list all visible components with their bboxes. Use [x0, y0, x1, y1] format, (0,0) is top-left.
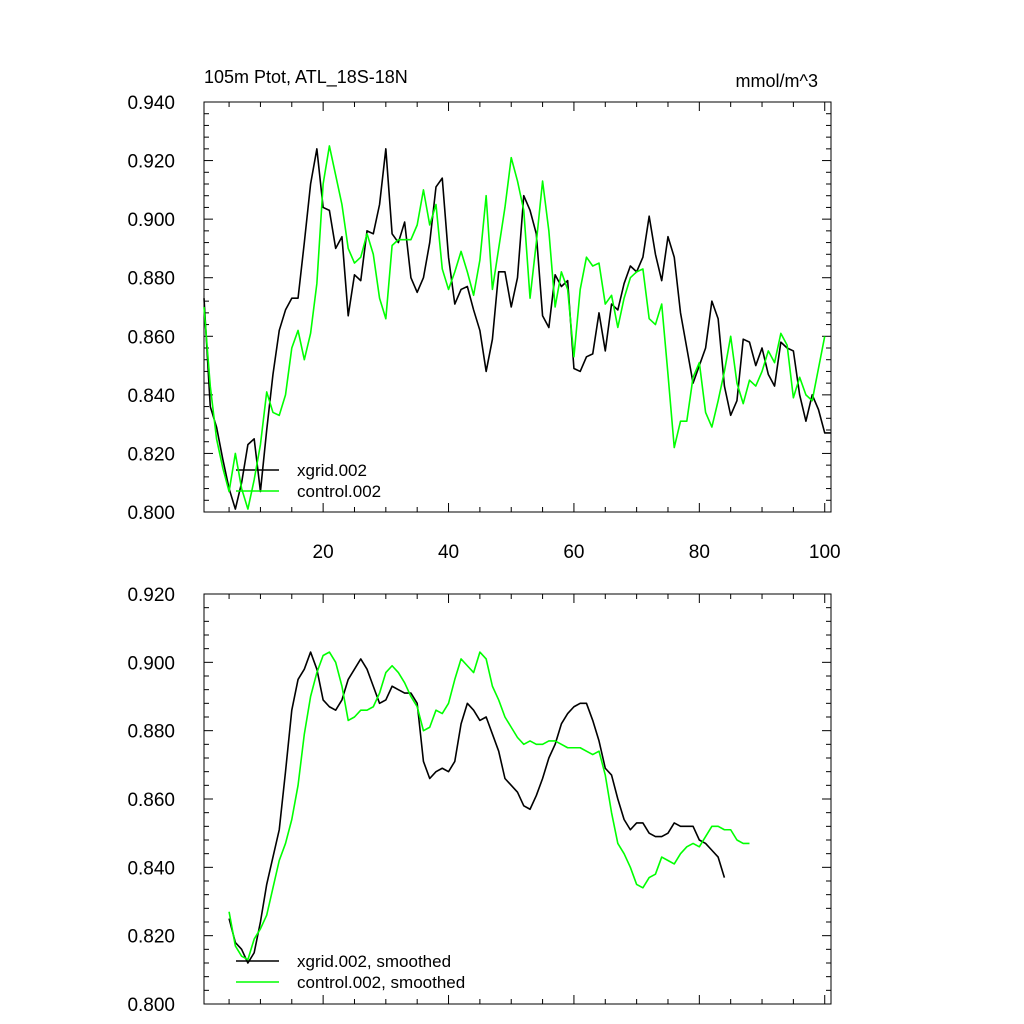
bottom-panel: 0.800 0.820 0.840 0.860 0.880 0.900 0.920 xgrid…	[127, 585, 832, 1016]
series-line-xgrid-002	[203, 148, 831, 510]
legend-label: xgrid.002	[297, 461, 367, 480]
top-title: 105m Ptot, ATL_18S-18N	[204, 67, 408, 88]
y-tick-label: 0.820	[127, 444, 175, 465]
legend-label: control.002, smoothed	[297, 973, 465, 992]
x-tick-label: 80	[689, 542, 710, 563]
y-tick-label: 0.920	[127, 585, 175, 606]
y-tick-label: 0.860	[127, 790, 175, 811]
y-tick-label: 0.880	[127, 269, 175, 290]
x-tick-label: 60	[563, 542, 584, 563]
y-tick-label: 0.800	[127, 503, 175, 524]
x-tick-label: 100	[809, 542, 841, 563]
y-tick-label: 0.900	[127, 210, 175, 231]
y-tick-label: 0.880	[127, 722, 175, 743]
legend-label: xgrid.002, smoothed	[297, 952, 451, 971]
plot-frame	[203, 101, 832, 513]
series-line-control-002	[203, 145, 826, 510]
y-tick-label: 0.920	[127, 152, 175, 173]
top-panel: 105m Ptot, ATL_18S-18N mmol/m^3 0.800 0.8…	[127, 67, 840, 563]
y-tick-label: 0.900	[127, 653, 175, 674]
plot-frame	[203, 593, 832, 1005]
series-line-xgrid-002-smoothed	[228, 651, 726, 964]
y-tick-label: 0.860	[127, 327, 175, 348]
x-tick-label: 20	[313, 542, 334, 563]
y-tick-label: 0.800	[127, 995, 175, 1016]
top-units: mmol/m^3	[736, 71, 818, 91]
y-tick-label: 0.840	[127, 386, 175, 407]
y-tick-label: 0.820	[127, 927, 175, 948]
y-tick-label: 0.840	[127, 858, 175, 879]
y-tick-label: 0.940	[127, 93, 175, 114]
legend-label: control.002	[297, 482, 381, 501]
x-tick-label: 40	[438, 542, 459, 563]
series-line-control-002-smoothed	[228, 651, 750, 961]
